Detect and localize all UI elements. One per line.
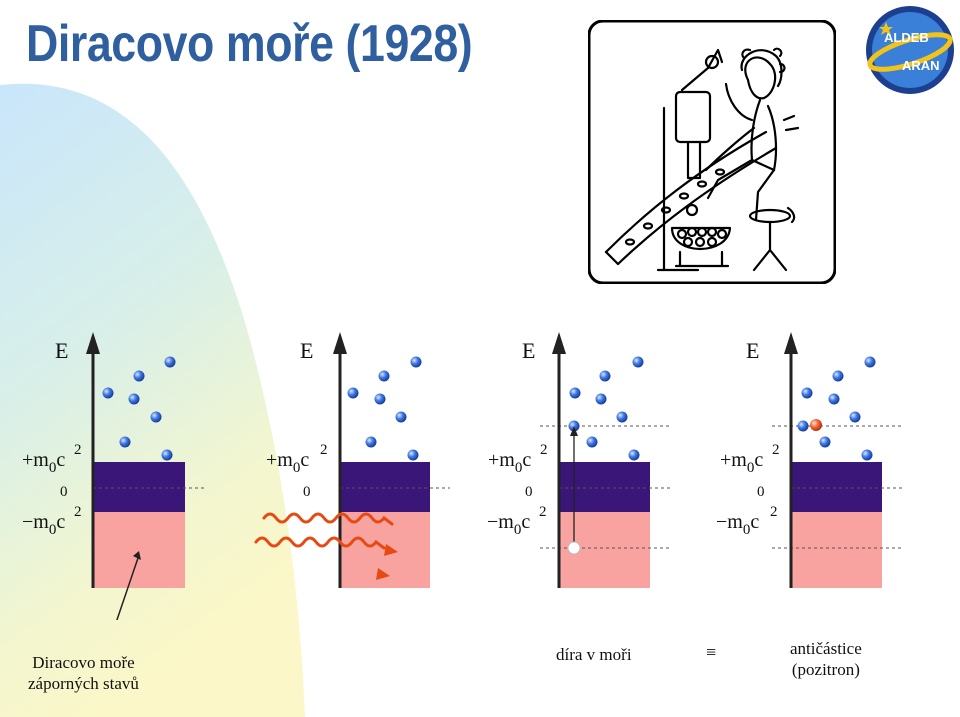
electron-particles (347, 356, 422, 461)
electron-particles (568, 356, 644, 461)
svg-text:−m0c: −m0c (22, 511, 65, 538)
sea-pointer-arrow (116, 557, 139, 620)
upper-level-superscript: 2 (772, 442, 780, 458)
diagram-3: E +m0c 2 0 −m0c 2 (487, 332, 670, 588)
lower-level-superscript: 2 (74, 504, 82, 520)
page-title: Diracovo moře (1928) (26, 15, 473, 73)
upper-level-base: c (754, 449, 763, 471)
zero-label: 0 (60, 484, 68, 500)
zero-label: 0 (525, 484, 533, 500)
lower-level-label: −m (716, 511, 743, 533)
upper-level-label: +m (488, 449, 515, 471)
upper-level-subscript: 0 (515, 460, 523, 476)
upper-level-label: +m (266, 449, 293, 471)
caption-hole: díra v moři (556, 645, 632, 664)
upper-level-superscript: 2 (74, 442, 82, 458)
lower-level-base: c (750, 511, 759, 533)
upper-level-base: c (56, 449, 65, 471)
alderaran-logo-icon: ALDEB ARAN (866, 6, 954, 94)
upper-level-superscript: 2 (540, 442, 548, 458)
gamma-photons (254, 512, 394, 550)
axis-label-e: E (55, 338, 68, 363)
axis-label-e: E (746, 338, 759, 363)
svg-text:+m0c: +m0c (266, 449, 309, 476)
upper-band (93, 462, 185, 512)
zero-label: 0 (303, 484, 311, 500)
upper-level-label: +m (22, 449, 49, 471)
caption-antiparticle-line2: (pozitron) (791, 660, 860, 679)
lower-level-superscript: 2 (770, 504, 778, 520)
lower-level-subscript: 0 (514, 522, 522, 538)
upper-level-base: c (522, 449, 531, 471)
svg-text:−m0c: −m0c (487, 511, 530, 538)
svg-text:−m0c: −m0c (716, 511, 759, 538)
lower-level-superscript: 2 (539, 504, 547, 520)
electron-particles (102, 356, 176, 461)
equivalence-sign: ≡ (706, 642, 717, 662)
diagram-2: E +m0c 2 0 (254, 332, 450, 588)
logo-text-bottom: ARAN (902, 58, 940, 73)
caption-dirac-sea-line2: záporných stavů (28, 674, 139, 693)
lower-level-base: c (521, 511, 530, 533)
negative-energy-sea (93, 512, 185, 588)
caption-antiparticle-line1: antičástice (790, 639, 862, 658)
lower-level-subscript: 0 (743, 522, 751, 538)
dirac-sea-diagrams: E +m0c 2 0 −m0c 2 E (22, 332, 902, 620)
zero-label: 0 (757, 484, 765, 500)
upper-level-subscript: 0 (49, 460, 57, 476)
electron-particles (797, 356, 876, 461)
lower-level-subscript: 0 (49, 522, 57, 538)
positron-particle (810, 419, 822, 431)
svg-text:+m0c: +m0c (22, 449, 65, 476)
dirac-sea-cartoon-icon (588, 20, 836, 284)
lower-level-label: −m (487, 511, 514, 533)
lower-level-label: −m (22, 511, 49, 533)
caption-antiparticle: antičástice (pozitron) (790, 638, 862, 680)
upper-level-subscript: 0 (747, 460, 755, 476)
upper-level-subscript: 0 (293, 460, 301, 476)
diagram-4: E +m0c 2 0 −m0c 2 (716, 332, 902, 588)
svg-text:+m0c: +m0c (488, 449, 531, 476)
upper-level-base: c (300, 449, 309, 471)
axis-label-e: E (300, 338, 313, 363)
svg-text:+m0c: +m0c (720, 449, 763, 476)
logo-text-top: ALDEB (884, 30, 929, 45)
hole (567, 541, 581, 555)
upper-level-label: +m (720, 449, 747, 471)
upper-level-superscript: 2 (320, 442, 328, 458)
axis-label-e: E (522, 338, 535, 363)
lower-level-base: c (56, 511, 65, 533)
caption-dirac-sea: Diracovo moře záporných stavů (28, 652, 139, 694)
diagram-1: E +m0c 2 0 −m0c 2 (22, 332, 204, 620)
caption-dirac-sea-line1: Diracovo moře (32, 653, 135, 672)
